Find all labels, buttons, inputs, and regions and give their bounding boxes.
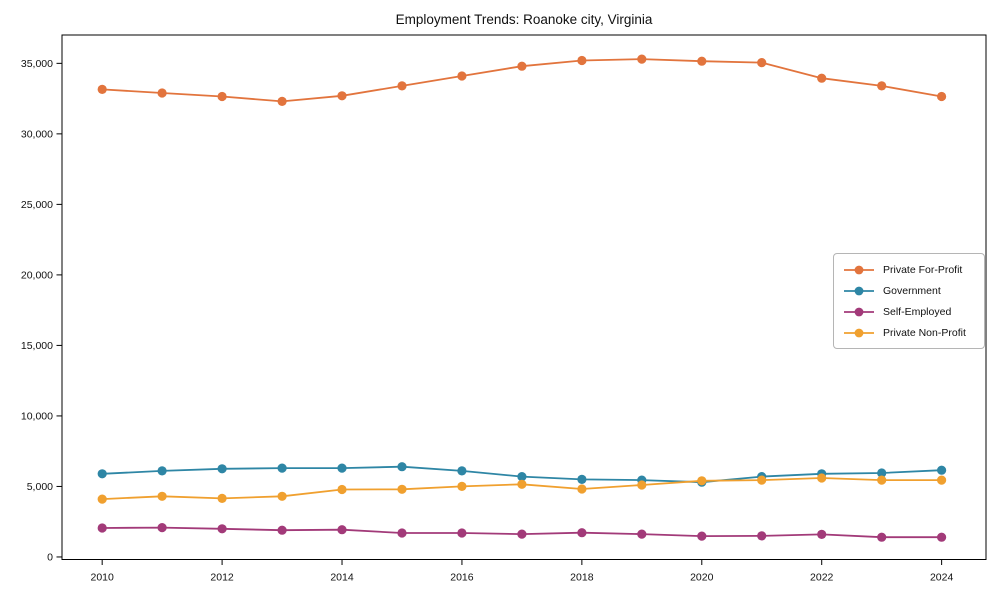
y-tick-label: 30,000: [21, 128, 53, 140]
legend-item-private-for-profit: Private For-Profit: [843, 259, 978, 280]
data-point: [577, 55, 587, 66]
data-point: [877, 532, 887, 542]
data-point: [637, 480, 647, 490]
x-tick-label: 2024: [930, 572, 954, 584]
data-point: [637, 529, 647, 539]
data-point: [397, 528, 407, 538]
data-point: [577, 528, 587, 538]
data-point: [457, 466, 467, 476]
data-point: [157, 88, 167, 98]
data-point: [457, 528, 467, 538]
data-point: [937, 475, 947, 485]
chart-title: Employment Trends: Roanoke city, Virgini…: [395, 12, 653, 27]
series-private-non-profit: [97, 473, 947, 504]
data-point: [577, 484, 587, 494]
legend-line-marker-icon: [844, 286, 874, 295]
data-point: [277, 525, 287, 535]
data-point: [937, 465, 947, 475]
data-point: [217, 493, 227, 503]
data-point: [577, 474, 587, 484]
y-tick-label: 10,000: [21, 411, 53, 423]
data-point: [937, 532, 947, 542]
data-point: [877, 81, 887, 91]
data-point: [457, 71, 467, 81]
legend-item-government: Government: [843, 280, 978, 301]
data-point: [757, 531, 767, 541]
data-point: [277, 96, 287, 106]
data-point: [157, 523, 167, 533]
legend-line-marker-icon: [844, 265, 874, 274]
x-tick-label: 2018: [570, 572, 594, 584]
data-point: [817, 529, 827, 540]
y-tick-label: 15,000: [21, 340, 53, 352]
x-tick-label: 2012: [210, 572, 234, 584]
data-point: [517, 479, 527, 489]
y-tick-label: 25,000: [21, 199, 53, 211]
x-tick-label: 2010: [90, 572, 114, 584]
data-point: [637, 54, 647, 64]
data-point: [877, 468, 887, 478]
data-point: [337, 484, 347, 495]
y-tick-label: 0: [47, 552, 53, 564]
data-point: [937, 91, 947, 102]
chart-legend: Private For-Profit Government Self-Employe…: [833, 253, 985, 349]
data-point: [817, 73, 827, 83]
data-point: [877, 475, 887, 485]
legend-line-marker-icon: [844, 328, 874, 337]
series-self-employed: [97, 523, 947, 542]
data-point: [97, 84, 107, 94]
x-tick-label: 2014: [330, 572, 354, 584]
data-point: [157, 466, 167, 476]
y-tick-label: 35,000: [21, 58, 53, 70]
x-tick-label: 2022: [810, 572, 834, 584]
data-point: [817, 473, 827, 483]
data-point: [217, 464, 227, 474]
x-tick-label: 2020: [690, 572, 714, 584]
x-axis: 2010 2012 2014 2016 2018 2020 2022 2024: [90, 559, 954, 584]
data-point: [517, 472, 527, 482]
data-point: [397, 462, 407, 472]
data-point: [97, 494, 107, 504]
legend-item-self-employed: Self-Employed: [843, 301, 978, 322]
data-point: [217, 91, 227, 102]
data-point: [757, 475, 767, 485]
data-point: [757, 58, 767, 68]
y-axis: 0 5,000 10,000 15,000 20,000 25,000 30,000 35,0…: [21, 58, 62, 564]
data-point: [397, 81, 407, 91]
data-point: [337, 525, 347, 535]
legend-label: Self-Employed: [883, 305, 952, 318]
legend-label: Private For-Profit: [883, 263, 963, 276]
data-point: [697, 476, 707, 486]
data-point: [337, 91, 347, 101]
data-point: [337, 463, 347, 473]
legend-line-marker-icon: [844, 307, 874, 316]
plot-frame: [61, 34, 987, 560]
x-tick-label: 2016: [450, 572, 474, 584]
data-point: [457, 481, 467, 491]
legend-label: Government: [883, 284, 941, 297]
y-tick-label: 5,000: [27, 481, 53, 493]
legend-item-private-non-profit: Private Non-Profit: [843, 322, 978, 343]
data-point: [217, 524, 227, 534]
data-point: [97, 469, 107, 479]
data-point: [277, 491, 287, 501]
data-point: [517, 61, 527, 71]
data-point: [697, 56, 707, 66]
series-private-for-profit: [97, 54, 947, 106]
data-point: [397, 484, 407, 494]
legend-label: Private Non-Profit: [883, 326, 966, 339]
data-point: [517, 529, 527, 539]
data-point: [157, 491, 167, 501]
data-point: [97, 523, 107, 533]
data-point: [277, 463, 287, 473]
data-point: [697, 531, 707, 541]
y-tick-label: 20,000: [21, 269, 53, 281]
